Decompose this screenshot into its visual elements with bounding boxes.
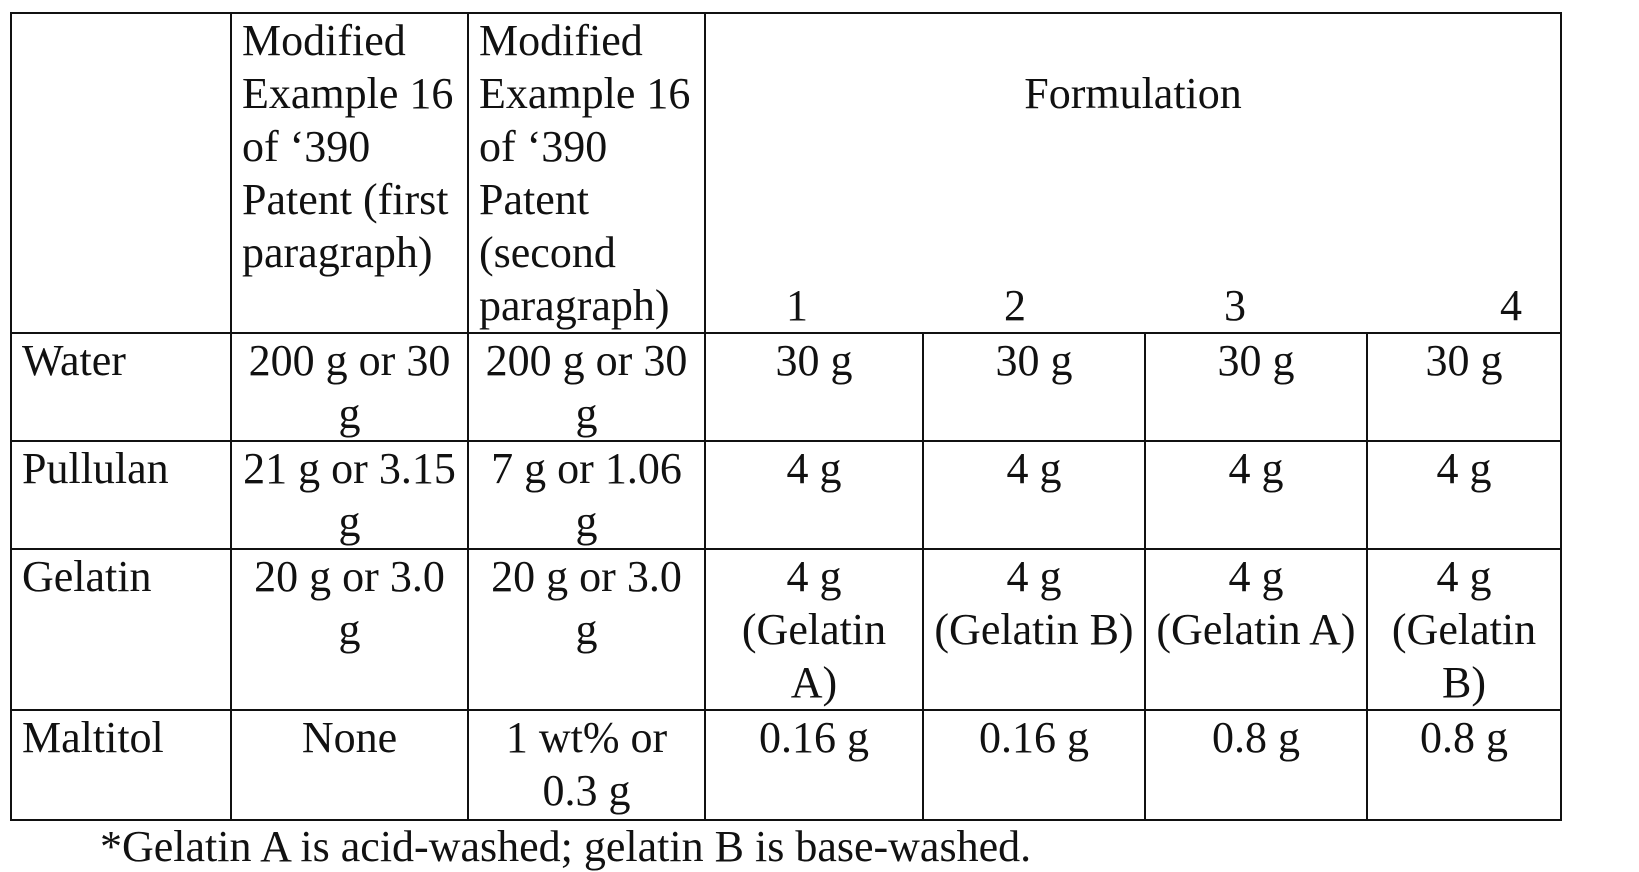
cell-pullulan-f1: 4 g: [705, 441, 923, 549]
cell-water-ex1: 200 g or 30 g: [231, 333, 468, 441]
cell-gelatin-f4: 4 g (Gelatin B): [1367, 549, 1561, 710]
cell-water-f1: 30 g: [705, 333, 923, 441]
table-row: Water 200 g or 30 g 200 g or 30 g 30 g 3…: [11, 333, 1561, 441]
header-row: Modified Example 16 of ‘390 Patent (firs…: [11, 13, 1561, 333]
row-label-pullulan: Pullulan: [11, 441, 231, 549]
cell-maltitol-f2: 0.16 g: [923, 710, 1145, 820]
header-formulation-group: Formulation 1 2 3 4: [705, 13, 1561, 333]
formulation-number-2: 2: [1004, 279, 1026, 332]
formulation-numbers: 1 2 3 4: [706, 279, 1560, 332]
row-label-gelatin: Gelatin: [11, 549, 231, 710]
cell-maltitol-ex2: 1 wt% or 0.3 g: [468, 710, 705, 820]
cell-maltitol-f4: 0.8 g: [1367, 710, 1561, 820]
cell-pullulan-f4: 4 g: [1367, 441, 1561, 549]
table-row: Gelatin 20 g or 3.0 g 20 g or 3.0 g 4 g …: [11, 549, 1561, 710]
table-footnote: *Gelatin A is acid-washed; gelatin B is …: [100, 822, 1031, 872]
header-empty-cell: [11, 13, 231, 333]
formulation-number-1: 1: [786, 279, 808, 332]
cell-water-f2: 30 g: [923, 333, 1145, 441]
formulation-label: Formulation: [706, 67, 1560, 120]
formulation-number-4: 4: [1500, 279, 1522, 332]
table-row: Pullulan 21 g or 3.15 g 7 g or 1.06 g 4 …: [11, 441, 1561, 549]
cell-gelatin-f2: 4 g (Gelatin B): [923, 549, 1145, 710]
cell-pullulan-ex1: 21 g or 3.15 g: [231, 441, 468, 549]
cell-water-f4: 30 g: [1367, 333, 1561, 441]
cell-maltitol-ex1: None: [231, 710, 468, 820]
cell-pullulan-ex2: 7 g or 1.06 g: [468, 441, 705, 549]
cell-pullulan-f3: 4 g: [1145, 441, 1367, 549]
cell-gelatin-ex1: 20 g or 3.0 g: [231, 549, 468, 710]
cell-gelatin-f1: 4 g (Gelatin A): [705, 549, 923, 710]
cell-maltitol-f1: 0.16 g: [705, 710, 923, 820]
cell-pullulan-f2: 4 g: [923, 441, 1145, 549]
table-row: Maltitol None 1 wt% or 0.3 g 0.16 g 0.16…: [11, 710, 1561, 820]
row-label-maltitol: Maltitol: [11, 710, 231, 820]
cell-gelatin-f3: 4 g (Gelatin A): [1145, 549, 1367, 710]
cell-water-ex2: 200 g or 30 g: [468, 333, 705, 441]
header-modified-example-first: Modified Example 16 of ‘390 Patent (firs…: [231, 13, 468, 333]
row-label-water: Water: [11, 333, 231, 441]
cell-water-f3: 30 g: [1145, 333, 1367, 441]
header-modified-example-second: Modified Example 16 of ‘390 Patent (seco…: [468, 13, 705, 333]
formulation-table: Modified Example 16 of ‘390 Patent (firs…: [10, 12, 1562, 821]
cell-gelatin-ex2: 20 g or 3.0 g: [468, 549, 705, 710]
formulation-number-3: 3: [1224, 279, 1246, 332]
cell-maltitol-f3: 0.8 g: [1145, 710, 1367, 820]
